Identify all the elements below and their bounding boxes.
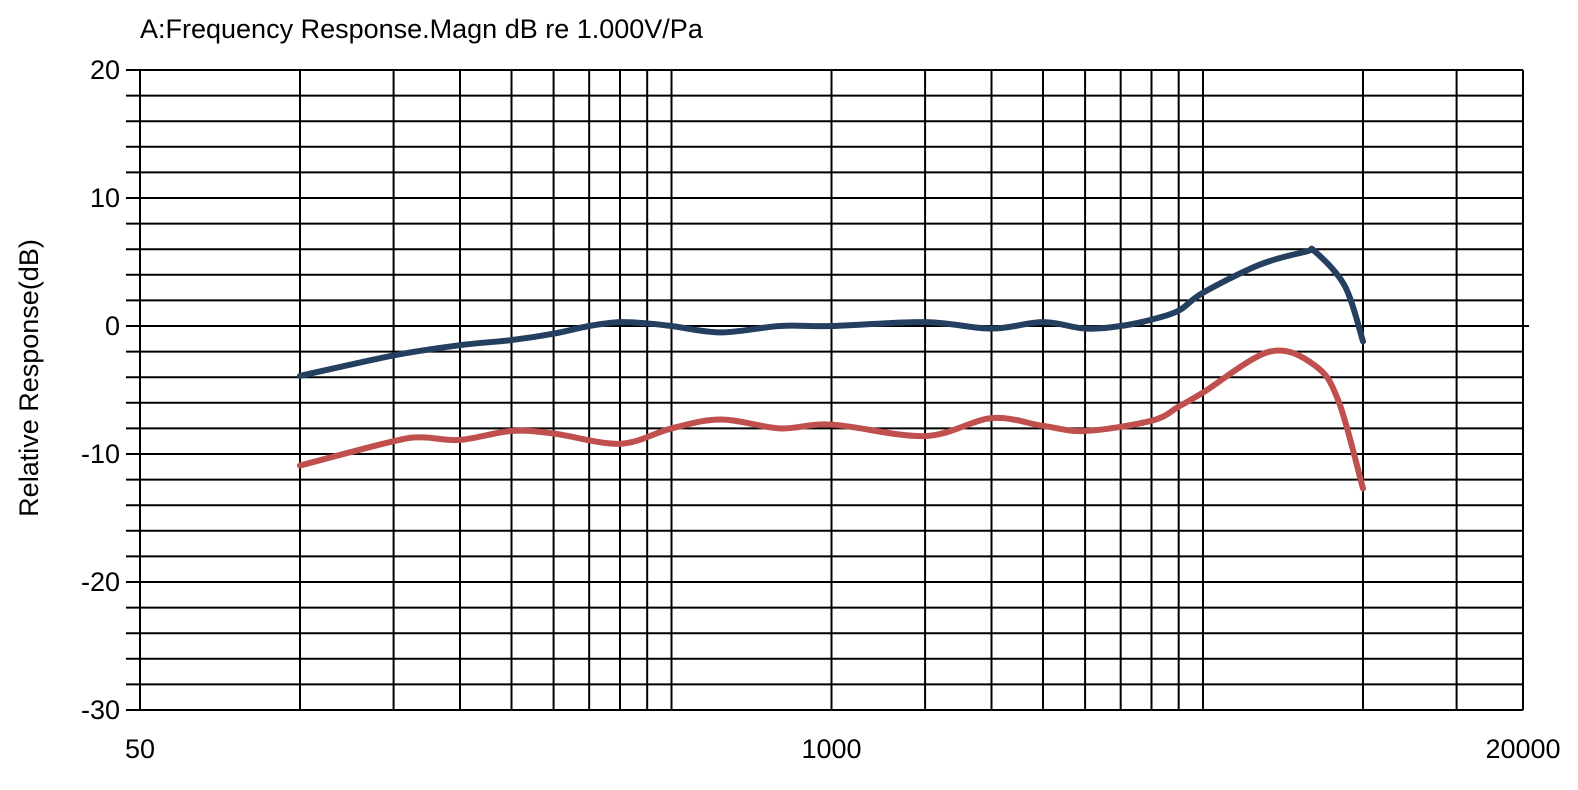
series-line-2 — [296, 347, 1366, 492]
series-group — [296, 245, 1366, 492]
y-tick-label: 0 — [105, 311, 120, 341]
y-tick-label: 20 — [90, 55, 120, 85]
y-tick-label: 10 — [90, 183, 120, 213]
series-line-1 — [296, 245, 1366, 379]
y-axis-label: Relative Response(dB) — [14, 239, 44, 517]
chart-title: A:Frequency Response.Magn dB re 1.000V/P… — [140, 14, 704, 44]
x-tick-label: 50 — [125, 734, 155, 764]
grid — [126, 69, 1529, 711]
x-tick-label: 1000 — [801, 734, 861, 764]
x-tick-label: 20000 — [1485, 734, 1560, 764]
y-tick-label: -10 — [81, 439, 120, 469]
y-tick-label: -20 — [81, 567, 120, 597]
y-tick-label: -30 — [81, 695, 120, 725]
